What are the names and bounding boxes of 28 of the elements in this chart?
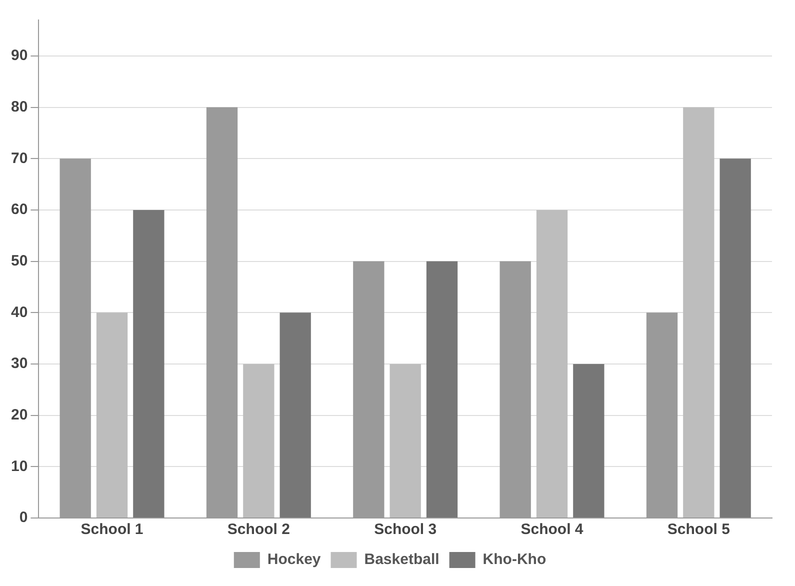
bar	[243, 364, 274, 518]
bar	[426, 261, 458, 518]
legend-label: Kho-Kho	[482, 551, 546, 568]
y-tick-label: 50	[10, 252, 28, 270]
bar	[683, 107, 714, 518]
y-tick-label: 10	[10, 458, 28, 475]
bar	[720, 158, 751, 518]
y-tick-label: 80	[10, 98, 28, 116]
legend-label: Basketball	[364, 551, 440, 568]
x-tick-label: School 3	[374, 521, 437, 538]
bar	[96, 312, 128, 518]
y-tick-label: 60	[10, 201, 28, 218]
x-tick-label: School 4	[520, 521, 584, 538]
y-tick-label: 40	[10, 304, 28, 321]
y-tick-label: 30	[10, 355, 28, 372]
bar	[536, 210, 568, 518]
bar	[133, 210, 164, 518]
bar	[390, 364, 421, 518]
y-tick-label: 20	[10, 406, 28, 424]
x-tick-label: School 5	[667, 521, 730, 538]
x-tick-label: School 1	[80, 521, 144, 538]
y-tick-label: 70	[10, 150, 28, 167]
bar	[280, 312, 311, 518]
y-tick-label: 90	[10, 47, 28, 64]
y-tick-label: 0	[19, 509, 28, 526]
bar	[573, 364, 604, 518]
x-tick-label: School 2	[227, 521, 290, 538]
legend-label: Hockey	[267, 551, 322, 568]
